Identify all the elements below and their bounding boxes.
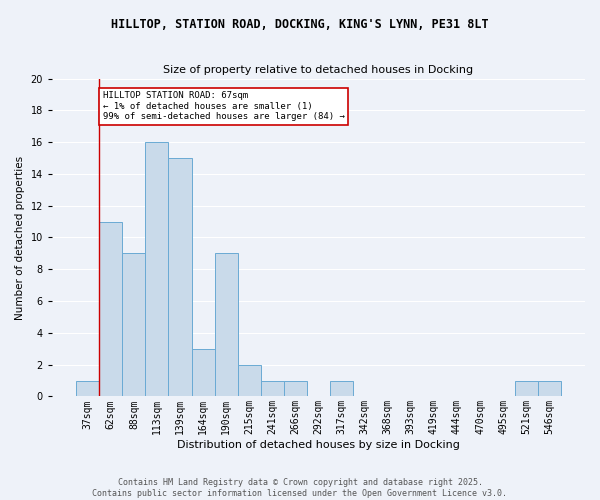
Bar	[284, 380, 307, 396]
Bar	[145, 142, 169, 397]
Bar	[169, 158, 191, 396]
X-axis label: Distribution of detached houses by size in Docking: Distribution of detached houses by size …	[177, 440, 460, 450]
Bar	[191, 348, 215, 397]
Bar	[76, 380, 99, 396]
Bar	[215, 254, 238, 396]
Bar	[538, 380, 561, 396]
Bar	[122, 254, 145, 396]
Bar	[238, 364, 261, 396]
Bar	[99, 222, 122, 396]
Y-axis label: Number of detached properties: Number of detached properties	[15, 156, 25, 320]
Bar	[261, 380, 284, 396]
Text: Contains HM Land Registry data © Crown copyright and database right 2025.
Contai: Contains HM Land Registry data © Crown c…	[92, 478, 508, 498]
Bar	[515, 380, 538, 396]
Bar	[330, 380, 353, 396]
Title: Size of property relative to detached houses in Docking: Size of property relative to detached ho…	[163, 65, 473, 75]
Text: HILLTOP STATION ROAD: 67sqm
← 1% of detached houses are smaller (1)
99% of semi-: HILLTOP STATION ROAD: 67sqm ← 1% of deta…	[103, 92, 344, 121]
Text: HILLTOP, STATION ROAD, DOCKING, KING'S LYNN, PE31 8LT: HILLTOP, STATION ROAD, DOCKING, KING'S L…	[111, 18, 489, 30]
